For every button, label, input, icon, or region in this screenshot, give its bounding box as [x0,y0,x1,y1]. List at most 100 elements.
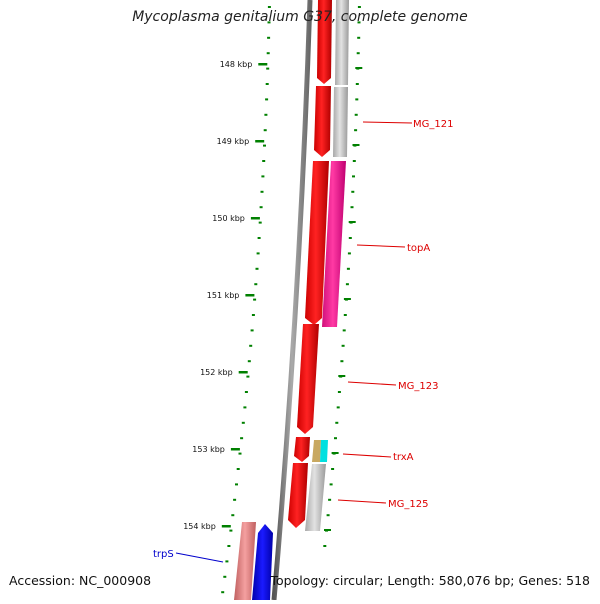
cds-MG_125-red[interactable] [288,463,308,528]
scale-minor-tick [249,344,253,347]
scale-label: 153 kbp [192,445,225,454]
cds-trpS-pink[interactable] [234,522,256,600]
inner-minor-tick [340,360,344,363]
scale-major-tick [258,63,268,66]
features [234,0,349,600]
scale-minor-tick [265,98,269,101]
inner-minor-tick [343,314,347,316]
scale-minor-tick [241,421,245,424]
scale-label: 151 kbp [207,291,240,300]
scale-label: 154 kbp [183,522,216,531]
accession-text: Accession: NC_000908 [9,573,152,588]
inner-major-tick [338,375,346,377]
inner-major-tick [348,221,356,223]
scale-minor-tick [259,206,263,209]
inner-tick-track [323,6,363,547]
cds-trxA[interactable] [320,440,328,462]
inner-minor-tick [328,498,332,501]
genome-summary-text: Topology: circular; Length: 580,076 bp; … [270,573,591,588]
scale-minor-tick [250,329,254,332]
cds-MG_121-grey[interactable] [333,87,348,157]
inner-minor-tick [352,160,356,162]
scale-minor-tick [257,237,261,239]
cds-grey-top[interactable] [335,0,349,85]
scale-minor-tick [225,560,229,563]
scale-minor-tick [240,437,244,440]
scale-minor-tick [267,36,271,39]
scale-minor-tick [231,514,235,517]
genome-backbone [271,0,313,601]
scale-label: 150 kbp [212,214,245,223]
scale-minor-tick [227,545,231,547]
cds-feature-top[interactable] [317,0,332,84]
cds-MG_123[interactable] [297,324,319,434]
inner-minor-tick [334,437,337,440]
gene-label-MG_121[interactable]: MG_121 [413,119,453,130]
scale-minor-tick [265,83,269,85]
gene-label-MG_123[interactable]: MG_123 [398,381,438,392]
scale-minor-tick [236,468,240,470]
scale-major-tick [238,371,248,374]
gene-label-topA[interactable]: topA [407,243,430,254]
scale-minor-tick [263,129,267,132]
scale-minor-tick [223,575,227,578]
gene-label-MG_125[interactable]: MG_125 [388,499,428,510]
scale-minor-tick [266,67,270,70]
scale-major-ticks: 148 kbp 149 kbp 150 kbp 151 kbp 152 kbp 153 k… [183,60,268,531]
gene-label-trxA[interactable]: trxA [393,452,414,463]
scale-major-tick [250,217,260,220]
cds-MG_121[interactable] [314,86,331,157]
scale-label: 152 kbp [200,368,233,377]
cds-feature-small[interactable] [294,437,310,462]
inner-minor-tick [351,190,355,193]
scale-minor-tick [255,267,259,270]
scale-minor-tick [253,298,257,301]
inner-minor-tick [331,468,335,470]
scale-minor-tick [256,252,260,255]
inner-minor-tick [342,329,346,332]
cds-topA-red[interactable] [305,161,329,325]
scale-minor-tick [267,6,271,8]
inner-minor-tick [354,113,358,116]
scale-label: 148 kbp [220,60,253,69]
scale-minor-tick [229,529,233,532]
scale-minor-tick [262,160,266,162]
scale-minor-tick [244,391,248,393]
label-leaders [175,121,413,563]
scale-label: 149 kbp [217,137,250,146]
gene-label-trpS[interactable]: trpS [153,549,174,560]
scale-minor-tick [247,360,251,363]
cds-MG_125[interactable] [305,464,326,531]
inner-minor-tick [335,421,339,424]
inner-minor-tick [326,514,330,517]
cds-topA[interactable] [322,161,346,327]
scale-tick-track [221,6,271,594]
scale-minor-tick [264,113,268,116]
inner-minor-tick [357,36,361,39]
cds-trpS[interactable] [252,524,273,600]
inner-major-tick [324,529,331,531]
inner-major-tick [343,298,351,300]
scale-minor-tick [267,21,271,24]
scale-minor-tick [261,175,265,178]
scale-minor-tick [221,591,225,594]
inner-minor-tick [323,545,327,547]
inner-minor-tick [345,283,349,286]
scale-major-tick [221,525,231,528]
inner-minor-tick [355,98,359,101]
scale-major-tick [255,140,265,143]
inner-minor-tick [348,237,352,239]
inner-minor-tick [347,252,351,255]
scale-major-tick [245,294,255,297]
scale-minor-tick [260,190,264,193]
inner-minor-tick [341,344,345,347]
inner-minor-tick [336,406,340,409]
inner-minor-tick [346,267,350,270]
inner-minor-tick [355,83,359,85]
scale-minor-tick [254,283,258,286]
scale-minor-tick [233,498,237,501]
cds-trxA-tan[interactable] [312,440,321,462]
map-title: Mycoplasma genitalium G37, complete geno… [132,9,468,25]
